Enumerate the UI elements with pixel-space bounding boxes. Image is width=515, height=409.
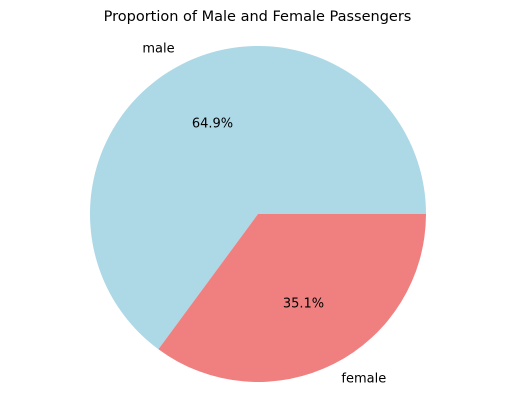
slice-pct-male: 64.9%: [192, 117, 233, 132]
chart-title: Proportion of Male and Female Passengers: [103, 9, 412, 25]
pie-slice-female: [158, 214, 426, 382]
slice-label-male: male: [142, 42, 174, 57]
slice-label-female: female: [341, 371, 386, 386]
slice-pct-female: 35.1%: [283, 296, 324, 311]
pie-slice-male: [90, 46, 426, 350]
